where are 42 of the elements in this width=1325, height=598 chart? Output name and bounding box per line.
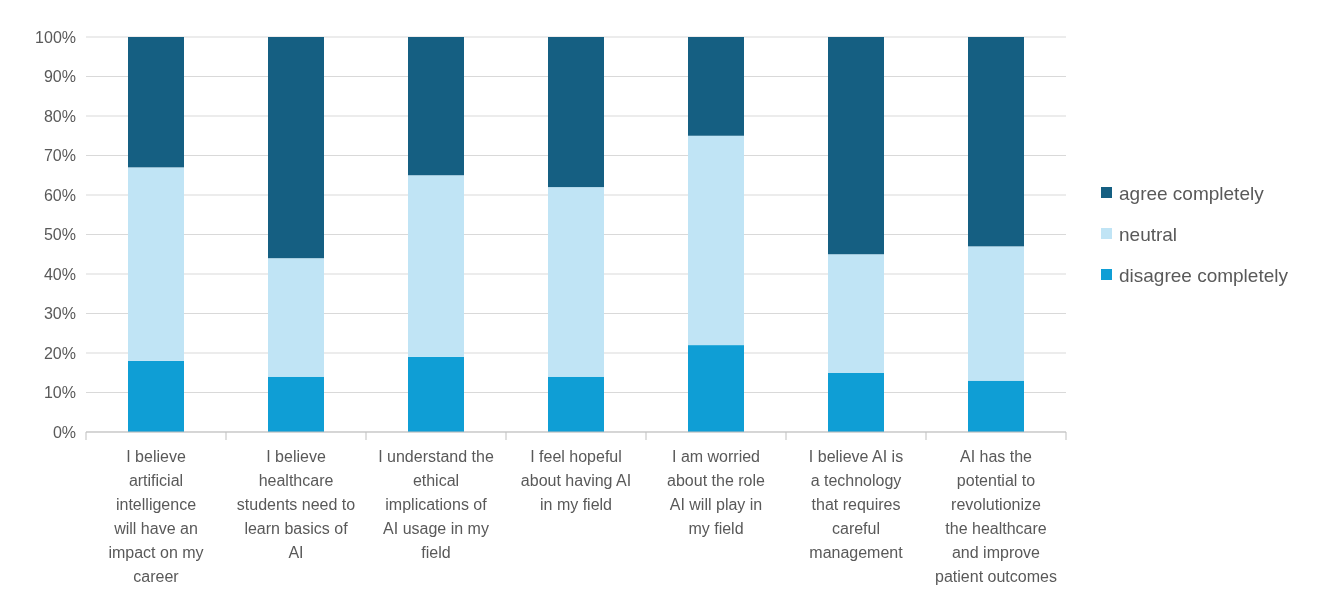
bar xyxy=(968,380,1024,432)
bar xyxy=(968,37,1024,247)
y-tick-label: 50% xyxy=(43,226,76,244)
bar xyxy=(548,187,604,377)
bar xyxy=(828,254,884,373)
legend-label: agree completely xyxy=(1119,182,1265,204)
x-tick-label: AI has the potential to revolutionize the healthcare and improve patient outcomes xyxy=(935,448,1057,585)
bar xyxy=(548,376,604,432)
y-tick-label: 90% xyxy=(43,68,76,86)
bar xyxy=(828,372,884,432)
bar xyxy=(688,345,744,432)
bar xyxy=(128,37,184,168)
bar xyxy=(268,37,324,259)
x-tick-label: I am worried about the role AI will play in my field xyxy=(667,448,766,537)
bar xyxy=(408,37,464,176)
legend-label: disagree completely xyxy=(1119,264,1289,286)
x-tick-label: I believe healthcare students need to learn basics of AI xyxy=(236,448,356,561)
bar xyxy=(268,258,324,377)
bar xyxy=(688,135,744,346)
y-tick-label: 30% xyxy=(43,305,76,323)
bar xyxy=(128,360,184,432)
y-tick-label: 70% xyxy=(43,147,76,165)
legend-label: neutral xyxy=(1119,223,1178,245)
bar xyxy=(828,37,884,255)
x-tick-label: I feel hopeful about having AI in my field xyxy=(520,448,632,513)
y-tick-label: 0% xyxy=(52,423,76,441)
y-tick-label: 10% xyxy=(43,384,76,402)
y-tick-label: 40% xyxy=(43,265,76,283)
bar xyxy=(688,37,744,136)
bar xyxy=(408,356,464,432)
y-tick-label: 80% xyxy=(43,107,76,125)
y-tick-label: 20% xyxy=(43,344,76,362)
bar xyxy=(968,246,1024,381)
x-tick-label: I understand the ethical implications of AI usage in my field xyxy=(378,448,494,561)
x-tick-label: I believe AI is a technology that requires careful management xyxy=(808,448,904,561)
x-tick-label: I believe artificial intelligence will have an impact on my career xyxy=(108,448,204,585)
bar xyxy=(268,376,324,432)
bar xyxy=(408,175,464,357)
bar xyxy=(548,37,604,188)
y-tick-label: 100% xyxy=(35,28,76,46)
y-tick-label: 60% xyxy=(43,186,76,204)
bar xyxy=(128,167,184,361)
